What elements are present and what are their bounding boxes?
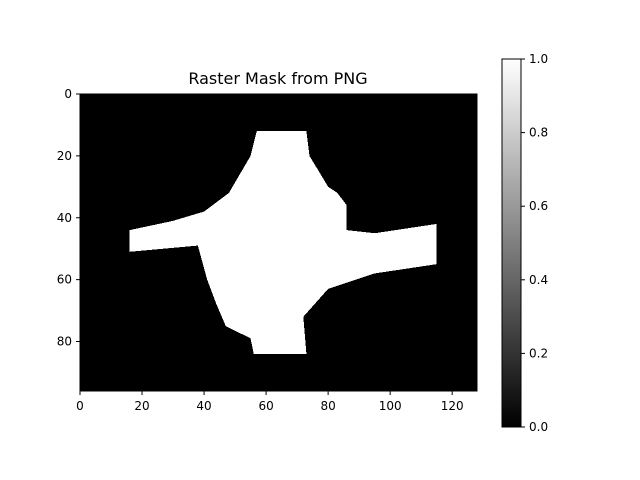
x-tick-label: 40 <box>196 399 211 413</box>
y-tick-label: 80 <box>57 335 72 349</box>
y-tick-label: 40 <box>57 211 72 225</box>
y-axis-ticks: 0 20 40 60 80 <box>57 87 80 349</box>
colorbar-tick-label: 0.0 <box>529 420 548 434</box>
x-tick-label: 120 <box>441 399 464 413</box>
x-tick-label: 60 <box>258 399 273 413</box>
mask-region <box>129 131 437 354</box>
colorbar-ticks: 0.0 0.2 0.4 0.6 0.8 1.0 <box>521 52 548 434</box>
y-tick-label: 60 <box>57 273 72 287</box>
colorbar-tick-label: 0.4 <box>529 273 548 287</box>
colorbar: 0.0 0.2 0.4 0.6 0.8 1.0 <box>501 52 548 434</box>
colorbar-tick-label: 0.2 <box>529 346 548 360</box>
y-tick-label: 20 <box>57 149 72 163</box>
colorbar-gradient <box>501 58 522 428</box>
chart-title: Raster Mask from PNG <box>188 69 367 88</box>
x-tick-label: 20 <box>134 399 149 413</box>
x-tick-label: 80 <box>320 399 335 413</box>
colorbar-tick-label: 1.0 <box>529 52 548 66</box>
colorbar-tick-label: 0.8 <box>529 126 548 140</box>
mask-image-plot: 0 20 40 60 80 100 120 0 20 40 60 80 <box>57 87 478 413</box>
x-tick-label: 0 <box>76 399 84 413</box>
x-tick-label: 100 <box>379 399 402 413</box>
plot-frame <box>79 93 478 392</box>
colorbar-tick-label: 0.6 <box>529 199 548 213</box>
y-tick-label: 0 <box>64 87 72 101</box>
x-axis-ticks: 0 20 40 60 80 100 120 <box>76 391 464 413</box>
